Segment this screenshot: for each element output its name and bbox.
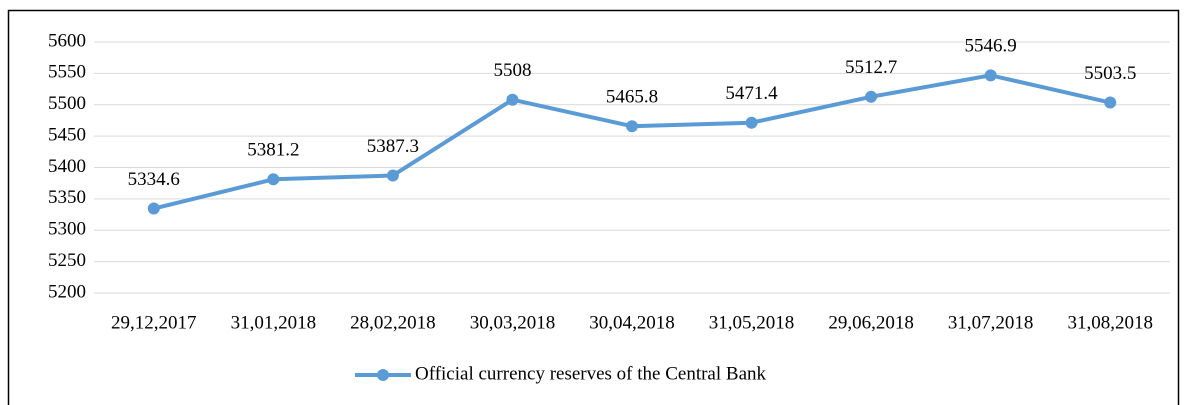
- data-point: [626, 120, 638, 133]
- data-point: [386, 169, 399, 182]
- y-tick-label: 5450: [48, 124, 86, 145]
- data-point: [1104, 96, 1117, 109]
- y-tick-label: 5350: [48, 187, 86, 208]
- data-point: [147, 202, 160, 215]
- chart-frame: [7, 9, 1180, 405]
- data-label: 5334.6: [128, 169, 180, 190]
- x-tick-label: 29,06,2018: [828, 312, 914, 333]
- data-label: 5503.5: [1084, 63, 1136, 84]
- y-tick-label: 5550: [48, 62, 86, 83]
- y-tick-label: 5600: [48, 30, 86, 51]
- legend-label: Official currency reserves of the Centra…: [415, 363, 766, 384]
- data-label: 5465.8: [606, 87, 658, 108]
- data-label: 5512.7: [845, 57, 897, 78]
- data-point: [506, 93, 519, 106]
- x-tick-label: 31,08,2018: [1067, 312, 1153, 333]
- data-point: [984, 69, 997, 82]
- x-tick-label: 29,12,2017: [111, 312, 197, 333]
- y-tick-label: 5250: [48, 250, 86, 271]
- x-tick-label: 30,04,2018: [589, 312, 675, 333]
- data-label: 5508: [493, 60, 531, 81]
- x-tick-label: 30,03,2018: [470, 312, 556, 333]
- y-tick-label: 5500: [48, 93, 86, 114]
- x-tick-label: 31,05,2018: [709, 312, 795, 333]
- legend-marker: [377, 369, 389, 381]
- data-point: [745, 116, 758, 129]
- data-label: 5387.3: [367, 136, 419, 157]
- x-tick-label: 28,02,2018: [350, 312, 436, 333]
- x-tick-label: 31,07,2018: [948, 312, 1034, 333]
- data-label: 5381.2: [247, 140, 299, 161]
- y-tick-label: 5300: [48, 219, 86, 240]
- y-tick-label: 5200: [48, 281, 86, 302]
- data-point: [865, 90, 878, 103]
- data-point: [267, 173, 280, 186]
- x-tick-label: 31,01,2018: [231, 312, 317, 333]
- y-tick-label: 5400: [48, 156, 86, 177]
- data-label: 5546.9: [965, 36, 1017, 57]
- data-label: 5471.4: [725, 83, 778, 104]
